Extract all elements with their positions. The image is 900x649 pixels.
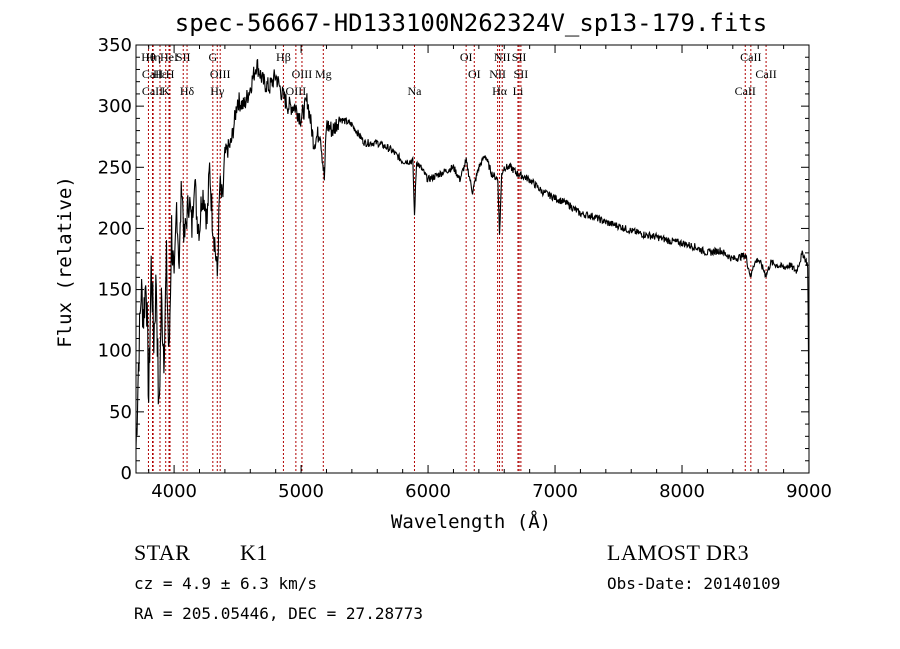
spectral-line-label: CaII — [142, 67, 163, 81]
y-tick-label: 300 — [98, 96, 132, 117]
spectral-line-label: Mg — [315, 67, 332, 81]
x-tick-label: 6000 — [405, 481, 451, 502]
spectral-line-label: SII — [514, 67, 529, 81]
plot-frame — [135, 44, 810, 474]
x-tick-label: 9000 — [786, 481, 832, 502]
y-tick-label: 150 — [98, 280, 132, 301]
spectral-line-label: OI — [468, 67, 481, 81]
spectrum-series — [135, 59, 810, 450]
spectral-line-label: HeI — [160, 50, 178, 64]
observation-date: Obs-Date: 20140109 — [607, 574, 781, 593]
spectral-line-label: OI — [460, 50, 473, 64]
object-subclass: K1 — [240, 540, 268, 565]
x-tick-label: 5000 — [278, 481, 324, 502]
spectral-line-labels: HθCaIICaIIHηHεKHeIHHδSIIOIIIHγGOIIIOIIIH… — [141, 50, 777, 98]
spectral-line-label: Hε — [153, 67, 167, 81]
spectral-line-label: Hα — [492, 84, 508, 98]
spectral-line-label: CaII — [735, 84, 756, 98]
y-tick-label: 200 — [98, 218, 132, 239]
spectral-line-label: K — [161, 84, 170, 98]
spectral-line-label: NII — [489, 67, 506, 81]
y-tick-label: 100 — [98, 341, 132, 362]
y-axis-ticks: 0 50 100 150 200 250 300 350 — [98, 35, 809, 484]
spectral-line-label: SII — [512, 50, 527, 64]
spectral-line-label: Na — [407, 84, 422, 98]
spectrum-line — [135, 59, 810, 450]
y-tick-label: 250 — [98, 157, 132, 178]
spectral-line-label: Hγ — [210, 84, 225, 98]
spectral-line-label: CaII — [755, 67, 776, 81]
spectral-line-label: OIII — [286, 84, 307, 98]
spectral-line-label: CaII — [142, 84, 163, 98]
spectral-line-label: H — [166, 67, 175, 81]
y-tick-label: 0 — [121, 463, 132, 484]
spectral-line-label: NII — [494, 50, 511, 64]
x-tick-label: 8000 — [659, 481, 705, 502]
x-axis-ticks: 4000 5000 6000 7000 8000 9000 — [148, 45, 832, 502]
spectral-line-markers — [147, 45, 767, 473]
spectral-line-label: CaII — [740, 50, 761, 64]
spectral-line-label: G — [208, 50, 217, 64]
spectral-line-label: Hη — [146, 50, 161, 64]
y-axis-label: Flux (relative) — [54, 176, 76, 348]
spectral-line-label: OIII — [210, 67, 231, 81]
survey-name: LAMOST DR3 — [607, 540, 750, 565]
spectral-line-label: Hθ — [141, 50, 156, 64]
redshift-velocity: cz = 4.9 ± 6.3 km/s — [134, 574, 318, 593]
x-axis-label: Wavelength (Å) — [391, 510, 551, 533]
coordinates: RA = 205.05446, DEC = 27.28773 — [134, 604, 423, 623]
spectral-line-label: Li — [513, 84, 524, 98]
x-tick-label: 4000 — [151, 481, 197, 502]
spectral-line-label: OIII — [292, 67, 313, 81]
y-tick-label: 350 — [98, 35, 132, 56]
y-tick-label: 50 — [109, 402, 132, 423]
chart-title: spec-56667-HD133100N262324V_sp13-179.fit… — [175, 9, 767, 37]
spectral-line-label: Hβ — [276, 50, 291, 64]
object-class: STAR — [134, 540, 191, 565]
spectral-line-label: Hδ — [180, 84, 195, 98]
spectral-line-label: SII — [176, 50, 191, 64]
x-tick-label: 7000 — [532, 481, 578, 502]
